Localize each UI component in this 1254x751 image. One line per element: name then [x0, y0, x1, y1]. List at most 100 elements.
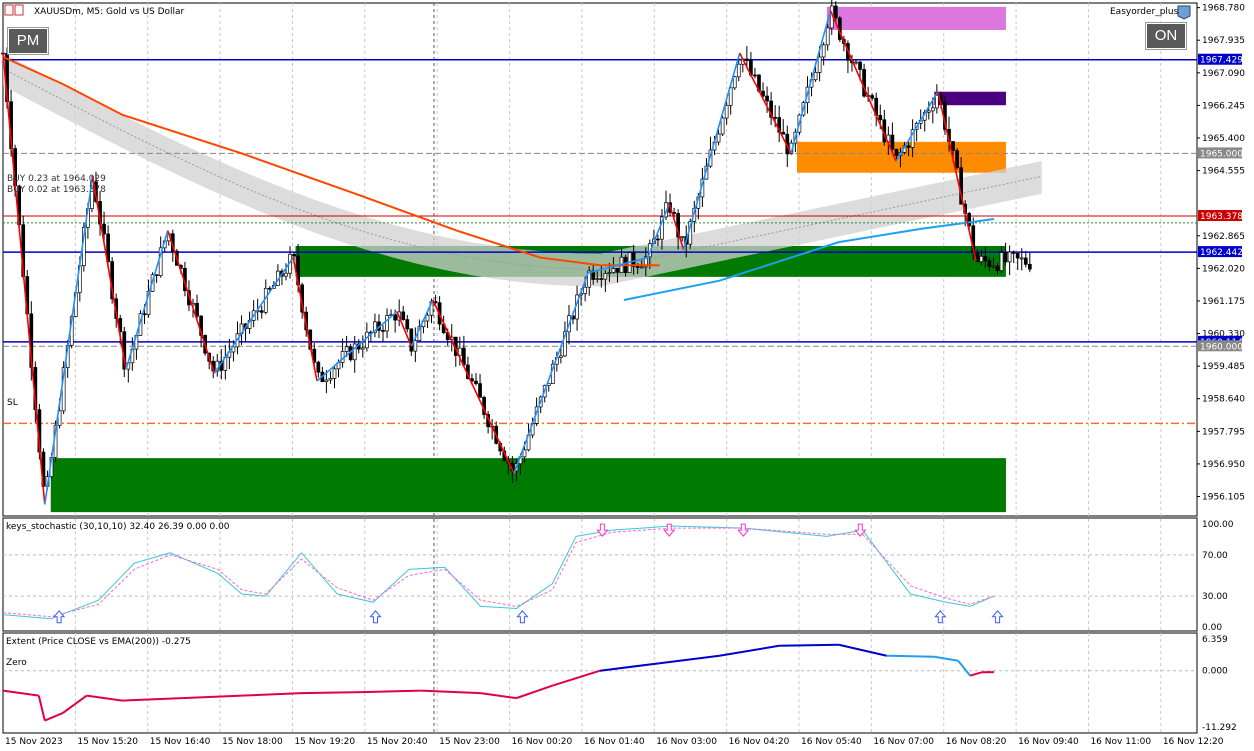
- zigzag-leg: [91, 176, 127, 370]
- price-label-box: [1198, 147, 1242, 159]
- candle-body: [910, 129, 915, 148]
- stoch-tick-label: 30.00: [1202, 592, 1228, 602]
- price-tick-label: 1962.020: [1202, 264, 1245, 274]
- price-label-text: 1967.429: [1200, 56, 1243, 66]
- stoch-tick-label: 0.00: [1202, 623, 1222, 633]
- time-tick-label: 16 Nov 04:20: [729, 737, 790, 747]
- candle-body: [1023, 257, 1028, 265]
- price-label-box: [1198, 246, 1242, 258]
- candle-body: [146, 291, 151, 315]
- candle-body: [563, 331, 567, 357]
- candle-body: [769, 100, 773, 118]
- candle-body: [854, 61, 858, 64]
- panel-frame-2: [2, 517, 1198, 632]
- zigzag-leg: [790, 10, 832, 154]
- price-label-box: [1198, 209, 1242, 221]
- candle-body: [930, 107, 935, 112]
- candle-body: [1011, 251, 1016, 254]
- zigzag-leg: [668, 203, 685, 251]
- arrow-up-icon: [369, 609, 382, 624]
- stoch-tick-label: 100.00: [1202, 520, 1234, 530]
- candle-body: [765, 95, 769, 102]
- candle-body: [821, 44, 826, 58]
- candle-body: [106, 233, 110, 262]
- time-tick-label: 15 Nov 23:00: [439, 737, 500, 747]
- candle-body: [373, 321, 377, 333]
- extent-segment: [969, 671, 983, 677]
- candle-body: [425, 314, 430, 322]
- extent-tick-label: 6.359: [1202, 635, 1228, 645]
- candle-body: [732, 76, 737, 89]
- arrow-down-icon: [737, 523, 750, 537]
- candle-body: [753, 74, 757, 77]
- candle-body: [1027, 263, 1032, 270]
- zigzag-leg: [213, 257, 294, 374]
- candle-body: [360, 347, 365, 350]
- pm-button[interactable]: PM: [8, 28, 48, 54]
- extent-segment: [886, 654, 935, 658]
- time-tick-label: 16 Nov 03:00: [656, 737, 717, 747]
- price-label-text: 1963.378: [1200, 212, 1243, 222]
- time-tick-label: 16 Nov 09:40: [1018, 737, 1079, 747]
- candle-body: [777, 117, 782, 133]
- price-label-text: 1962.442: [1200, 248, 1243, 258]
- price-tick-label: 1967.090: [1202, 69, 1245, 79]
- zigzag-leg: [167, 230, 216, 374]
- extent-segment: [182, 694, 242, 700]
- candle-body: [102, 223, 106, 235]
- price-tick-label: 1960.330: [1202, 330, 1245, 340]
- candle-body: [720, 117, 725, 135]
- arrow-up-icon: [53, 609, 66, 624]
- candle-body: [979, 255, 984, 263]
- candle-body: [595, 278, 600, 280]
- zigzag-leg: [2, 53, 46, 505]
- candle-body: [583, 286, 587, 294]
- arrow-down-icon: [596, 523, 609, 537]
- time-tick-label: 15 Nov 16:40: [150, 737, 211, 747]
- price-label-text: 1960.000: [1200, 342, 1243, 352]
- candle-body: [716, 133, 721, 143]
- time-tick-label: 16 Nov 11:00: [1090, 737, 1151, 747]
- candle-body: [195, 302, 199, 317]
- candle-body: [724, 104, 729, 119]
- candle-body: [643, 256, 648, 268]
- time-tick-label: 15 Nov 18:00: [222, 737, 283, 747]
- candle-body: [259, 310, 264, 313]
- candle-body: [870, 95, 875, 99]
- extent-segment: [599, 662, 660, 672]
- extent-segment: [934, 655, 959, 662]
- time-tick-label: 16 Nov 12:20: [1163, 737, 1224, 747]
- zone-green-lower: [50, 458, 1006, 513]
- candle-body: [825, 27, 830, 46]
- candle-body: [858, 61, 862, 70]
- candle-body: [906, 145, 911, 148]
- time-tick-label: 16 Nov 01:40: [584, 737, 645, 747]
- candle-body: [999, 252, 1004, 271]
- zigzag-leg: [316, 310, 398, 382]
- candle-body: [987, 260, 992, 267]
- arrow-up-icon: [991, 609, 1004, 624]
- candle-body: [890, 134, 895, 150]
- sl-label: SL: [7, 398, 18, 408]
- extent-segment: [516, 684, 553, 700]
- candle-body: [817, 56, 822, 73]
- expert-hat-icon: [1177, 5, 1191, 20]
- candle-body: [1007, 251, 1012, 263]
- expert-name: Easyorder_plus: [1110, 7, 1179, 17]
- price-tick-label: 1966.245: [1202, 101, 1245, 111]
- candle-body: [478, 383, 482, 398]
- time-tick-label: 15 Nov 20:40: [367, 737, 428, 747]
- zigzag-leg: [895, 91, 939, 162]
- candle-body: [995, 265, 1000, 271]
- price-tick-label: 1956.105: [1202, 493, 1245, 503]
- extent-segment: [420, 689, 481, 695]
- candle-body: [745, 58, 749, 61]
- candle-body: [955, 150, 959, 169]
- panel-frame-3: [2, 632, 1198, 734]
- extent-segment: [122, 697, 183, 702]
- zigzag-leg: [125, 230, 169, 370]
- extent-segment: [838, 643, 887, 657]
- on-button[interactable]: ON: [1146, 23, 1186, 49]
- extent-title: Extent (Price CLOSE vs EMA(200)) -0.275: [6, 637, 191, 647]
- candle-body: [385, 315, 389, 332]
